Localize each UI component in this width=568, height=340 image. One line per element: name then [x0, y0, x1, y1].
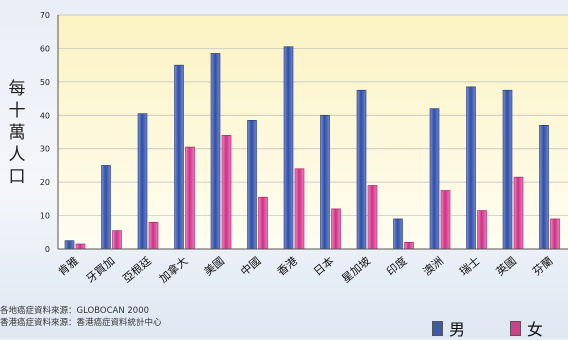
- x-tick-label: 美國: [202, 254, 227, 278]
- x-tick-label: 澳洲: [421, 254, 446, 278]
- bar-male-4: [210, 53, 221, 250]
- y-tick-label: 0: [45, 245, 50, 254]
- bar-male-3: [174, 64, 184, 250]
- bar-male-1: [101, 165, 111, 250]
- x-tick-label: 肯雅: [55, 254, 81, 279]
- x-tick-label: 香港: [275, 254, 300, 278]
- bar-female-7: [331, 208, 341, 250]
- x-tick-label: 瑞士: [457, 254, 483, 279]
- sources: 各地癌症資料來源：GLOBOCAN 2000 香港癌症資料來源：香港癌症資料統計…: [0, 305, 162, 329]
- bar-male-2: [137, 113, 148, 250]
- legend-label-male: 男: [449, 320, 466, 339]
- bar-female-12: [513, 176, 524, 250]
- bar-male-5: [247, 120, 257, 250]
- bar-male-10: [429, 108, 440, 250]
- bar-male-8: [356, 89, 367, 250]
- bar-male-11: [466, 86, 476, 250]
- x-tick-label: 芬蘭: [530, 254, 555, 278]
- bar-female-13: [550, 218, 560, 250]
- x-tick-label: 加拿大: [156, 254, 190, 286]
- bar-female-6: [294, 168, 305, 250]
- bar-male-0: [64, 240, 75, 250]
- bar-female-4: [221, 135, 232, 250]
- bar-female-8: [367, 185, 378, 250]
- legend-item-female: 女: [510, 316, 543, 340]
- y-tick-label: 10: [40, 212, 50, 221]
- legend-label-female: 女: [527, 320, 544, 339]
- bar-female-3: [185, 146, 195, 250]
- x-tick-label: 英國: [493, 254, 519, 279]
- y-tick-label: 40: [40, 111, 50, 120]
- y-tick-label: 50: [40, 78, 50, 87]
- legend-swatch-female: [510, 320, 521, 336]
- source-line-1: 各地癌症資料來源：GLOBOCAN 2000: [0, 306, 150, 316]
- y-axis-label: 每十萬人口: [8, 79, 26, 187]
- y-tick-label: 60: [40, 44, 50, 53]
- source-line-2: 香港癌症資料來源：香港癌症資料統計中心: [0, 318, 162, 328]
- bar-male-12: [502, 89, 513, 250]
- x-tick-label: 中國: [238, 254, 263, 278]
- bar-female-2: [148, 221, 159, 250]
- bar-female-0: [75, 243, 86, 250]
- bar-female-11: [477, 210, 487, 250]
- bar-male-6: [283, 46, 294, 250]
- x-tick-label: 印度: [384, 254, 410, 279]
- legend-swatch-male: [432, 320, 443, 336]
- x-tick-label: 牙買加: [84, 254, 118, 285]
- bar-female-5: [258, 196, 268, 250]
- bar-male-13: [539, 125, 549, 250]
- bar-male-9: [393, 218, 403, 250]
- y-tick-label: 30: [40, 145, 50, 154]
- x-tick-label: 亞根廷: [120, 254, 154, 286]
- y-tick-label: 20: [40, 178, 50, 187]
- plot-area: [58, 15, 568, 249]
- y-tick-label: 70: [40, 11, 50, 20]
- x-tick-labels: 肯雅 牙買加 亞根廷 加拿大 美國 中國 香港 日本 星加坡 印度 澳洲 瑞士 英國 芬蘭: [55, 254, 555, 286]
- bar-male-7: [320, 114, 330, 250]
- legend-item-male: 男: [432, 316, 465, 340]
- y-ticks: 0 10 20 30 40 50 60 70: [40, 11, 50, 254]
- bar-female-9: [404, 242, 414, 250]
- bars: [64, 46, 560, 250]
- bar-female-10: [440, 190, 451, 250]
- x-tick-label: 日本: [311, 254, 337, 279]
- x-tick-label: 星加坡: [339, 254, 373, 285]
- bar-female-1: [112, 230, 122, 250]
